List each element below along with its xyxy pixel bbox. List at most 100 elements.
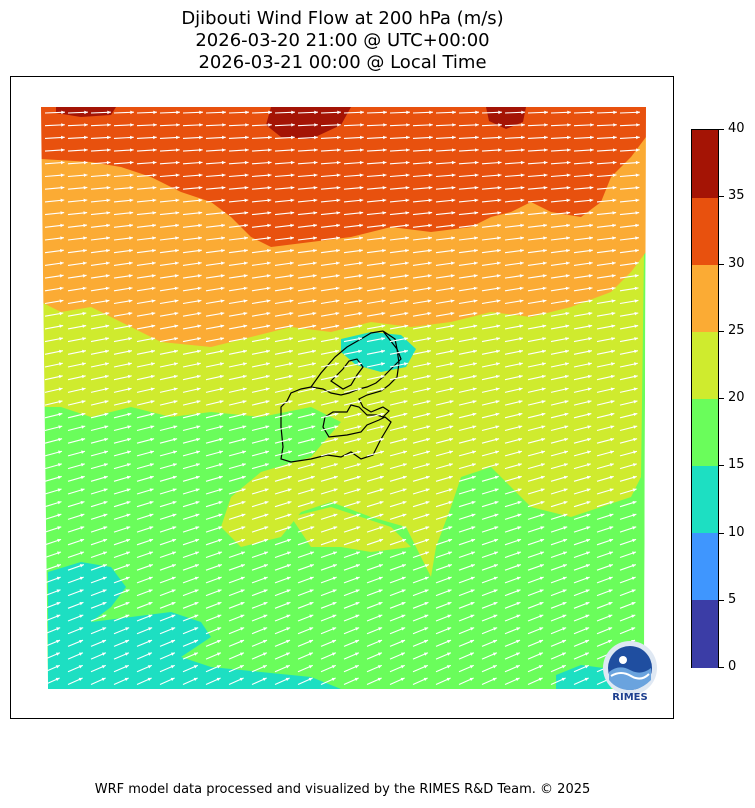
wind-arrow-head xyxy=(566,173,571,177)
wind-arrow-head xyxy=(285,677,290,682)
wind-arrow-head xyxy=(451,148,456,152)
wind-arrow-head xyxy=(451,186,456,190)
wind-arrow-head xyxy=(286,589,291,593)
wind-arrow-head xyxy=(612,248,616,253)
wind-arrow-head xyxy=(105,299,110,303)
wind-arrow-head xyxy=(171,564,176,568)
utc-time: 2026-03-20 21:00 @ UTC+00:00 xyxy=(195,30,490,51)
wind-arrow-head xyxy=(309,614,314,618)
wind-arrow-head xyxy=(472,425,477,429)
wind-arrow-head xyxy=(589,236,593,240)
wind-arrow-head xyxy=(382,148,387,152)
wind-arrow-head xyxy=(359,173,364,177)
wind-arrow-head xyxy=(58,437,63,442)
wind-arrow-head xyxy=(427,349,431,354)
wind-arrow-head xyxy=(60,186,65,190)
colorbar-segment xyxy=(692,331,718,399)
wind-arrow-head xyxy=(542,337,547,341)
wind-arrow-head xyxy=(497,223,502,228)
wind-arrow-head xyxy=(198,173,203,177)
wind-arrow-head xyxy=(81,412,86,417)
wind-arrow-head xyxy=(104,450,108,454)
wind-arrow-head xyxy=(448,513,453,517)
wind-arrow-head xyxy=(610,412,615,417)
wind-arrow-head xyxy=(263,589,268,593)
wind-arrow-head xyxy=(81,437,86,442)
wind-arrow-head xyxy=(402,513,407,517)
wind-arrow-head xyxy=(310,501,315,505)
wind-arrow-head xyxy=(222,110,226,115)
wind-arrow-head xyxy=(562,627,567,631)
wind-arrow-head xyxy=(175,198,180,203)
wind-arrow-head xyxy=(286,564,291,568)
wind-arrow-head xyxy=(195,513,200,517)
wind-arrow-head xyxy=(128,286,133,291)
wind-arrow-head xyxy=(313,173,318,177)
wind-arrow-head xyxy=(472,437,477,442)
wind-arrow-head xyxy=(401,627,406,631)
wind-arrow-head xyxy=(520,173,525,177)
wind-arrow-head xyxy=(219,400,224,404)
wind-arrow-head xyxy=(80,526,85,530)
wind-arrow-head xyxy=(194,589,199,593)
wind-arrow-head xyxy=(152,248,156,253)
wind-arrow-head xyxy=(475,123,479,127)
wind-arrow-head xyxy=(221,211,226,215)
wind-arrow-head xyxy=(333,475,338,480)
wind-arrow-head xyxy=(82,324,87,328)
wind-arrow-head xyxy=(383,135,387,140)
wind-arrow-head xyxy=(288,437,293,442)
wind-arrow-head xyxy=(401,639,406,644)
wind-arrow-head xyxy=(78,652,83,656)
wind-arrow-head xyxy=(175,160,180,165)
wind-arrow-head xyxy=(55,677,60,682)
wind-arrow-head xyxy=(497,148,502,152)
wind-arrow-head xyxy=(561,665,566,669)
wind-arrow-head xyxy=(542,299,547,303)
wind-arrow-head xyxy=(470,614,475,618)
wind-arrow-head xyxy=(516,602,521,606)
wind-arrow-head xyxy=(194,614,199,618)
wind-arrow-head xyxy=(150,450,154,454)
wind-arrow-head xyxy=(540,463,545,467)
wind-arrow-head xyxy=(428,160,433,165)
band-10-15-sw xyxy=(48,562,341,689)
wind-arrow-head xyxy=(221,223,226,228)
wind-arrow-head xyxy=(449,425,454,429)
colorbar-tick-label: 30 xyxy=(728,255,745,271)
wind-arrow-head xyxy=(518,400,523,404)
wind-arrow-head xyxy=(497,173,502,177)
wind-arrow-head xyxy=(125,576,130,581)
wind-arrow-head xyxy=(611,324,616,328)
wind-arrow-head xyxy=(520,186,525,190)
wind-arrow-head xyxy=(378,639,383,644)
wind-arrow-head xyxy=(515,677,520,682)
wind-arrow-head xyxy=(217,639,222,644)
wind-arrow-head xyxy=(332,627,337,631)
wind-arrow-head xyxy=(197,286,202,291)
wind-arrow-head xyxy=(586,501,591,505)
wind-arrow-head xyxy=(400,665,405,669)
wind-arrow-head xyxy=(471,463,476,467)
wind-arrow-head xyxy=(425,526,430,530)
wind-arrow-head xyxy=(356,475,361,480)
wind-arrow-head xyxy=(589,211,594,215)
footer-credit: WRF model data processed and visualized … xyxy=(94,782,591,797)
wind-arrow-head xyxy=(312,337,317,341)
wind-arrow-head xyxy=(428,173,433,177)
wind-arrow-head xyxy=(311,374,316,379)
wind-arrow-head xyxy=(585,602,590,606)
wind-arrow-head xyxy=(633,387,638,391)
wind-arrow-head xyxy=(567,123,571,127)
wind-arrow-head xyxy=(543,223,548,228)
wind-arrow-head xyxy=(335,324,340,328)
wind-arrow-head xyxy=(519,337,524,341)
wind-arrow-head xyxy=(377,652,382,656)
wind-arrow-head xyxy=(83,248,87,253)
wind-arrow-head xyxy=(220,274,225,278)
wind-arrow-head xyxy=(634,274,639,278)
wind-arrow-head xyxy=(379,513,384,517)
wind-arrow-head xyxy=(470,551,475,555)
wind-arrow-head xyxy=(148,602,153,606)
wind-arrow-head xyxy=(105,324,110,328)
